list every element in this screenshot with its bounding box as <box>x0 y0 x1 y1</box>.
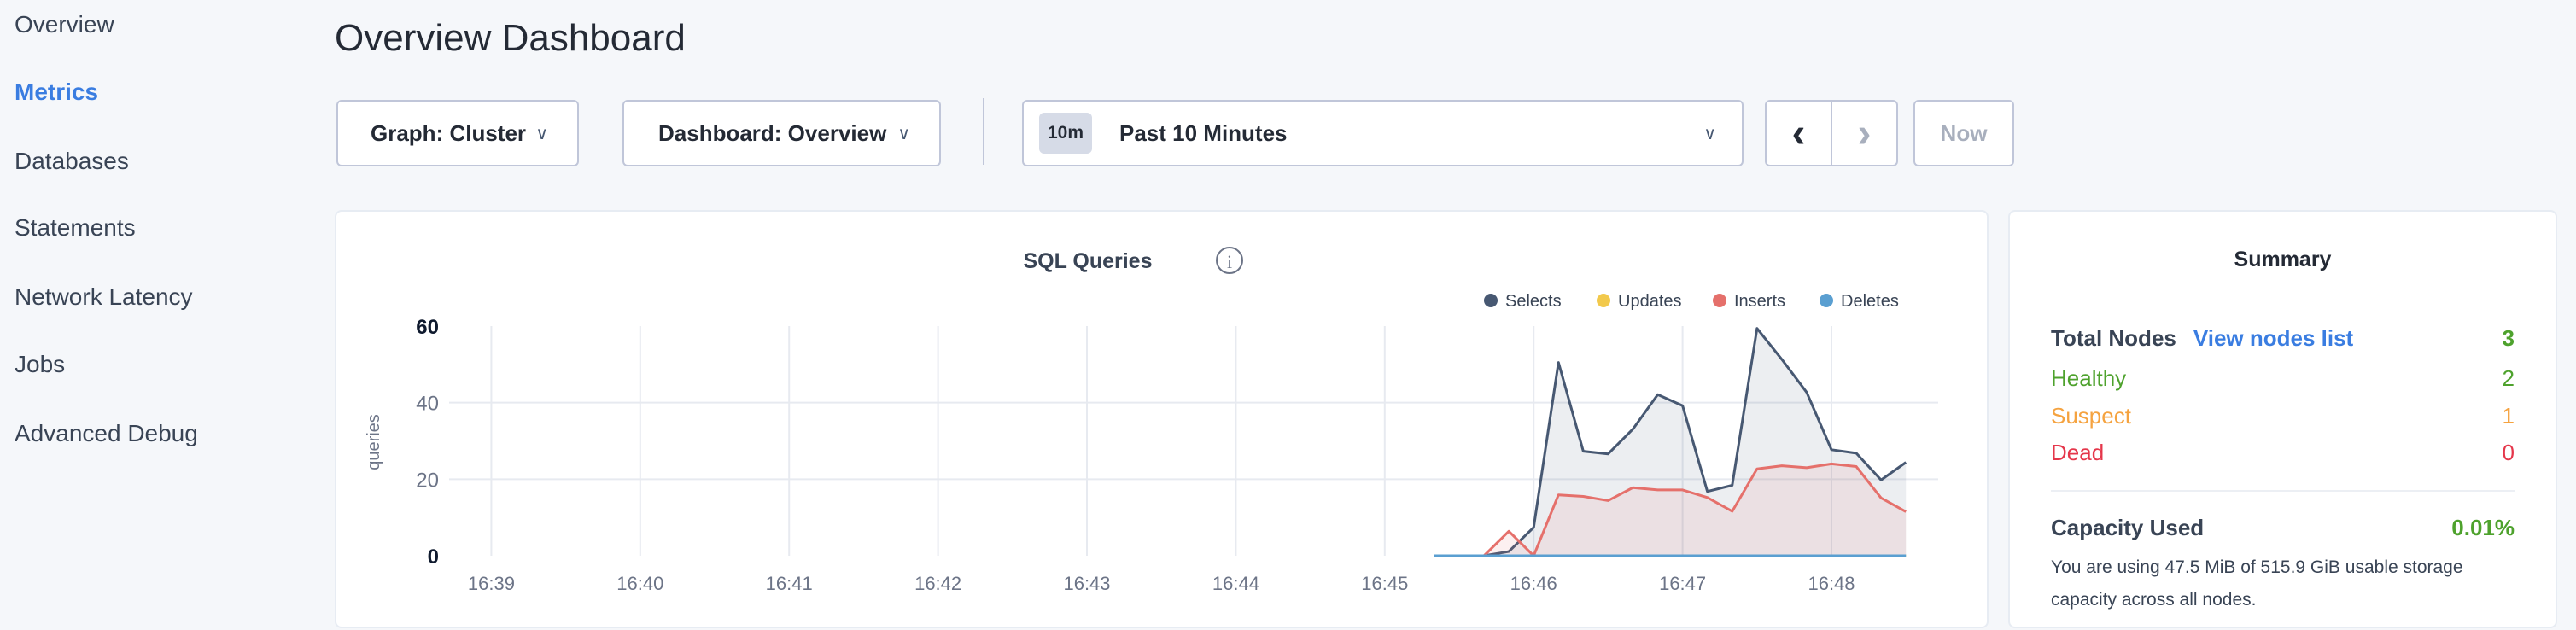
time-range-select[interactable]: 10m Past 10 Minutes ∨ <box>1022 100 1744 166</box>
x-tick-label: 16:45 <box>1361 573 1408 594</box>
suspect-row: Suspect 1 <box>2051 403 2515 429</box>
sidebar-item-advanced-debug[interactable]: Advanced Debug <box>15 420 198 446</box>
toolbar-divider <box>983 98 984 165</box>
legend-marker-inserts <box>1713 294 1726 307</box>
legend-label-deletes: Deletes <box>1841 292 1899 311</box>
total-nodes-value: 3 <box>2502 325 2515 351</box>
sidebar-item-network-latency[interactable]: Network Latency <box>15 283 193 310</box>
chart-title: SQL Queries <box>1024 249 1153 273</box>
sql-queries-chart: SQL Queries i queries 0 20 40 60 16:39 16:40 1… <box>365 247 1938 594</box>
sql-queries-panel: SQL Queries i queries 0 20 40 60 16:39 16:40 1… <box>335 210 1989 628</box>
dead-value: 0 <box>2502 440 2515 465</box>
x-tick-label: 16:47 <box>1659 573 1706 594</box>
legend-marker-selects <box>1484 294 1498 307</box>
graph-select-label: Graph: Cluster <box>371 120 527 146</box>
dead-row: Dead 0 <box>2051 440 2515 466</box>
capacity-value: 0.01% <box>2451 515 2515 540</box>
capacity-description: You are using 47.5 MiB of 515.9 GiB usab… <box>2051 557 2463 610</box>
y-tick-label: 60 <box>416 316 439 339</box>
dead-label: Dead <box>2051 440 2105 465</box>
page-title: Overview Dashboard <box>335 17 686 59</box>
chevron-down-icon: ∨ <box>897 124 910 143</box>
sidebar-item-databases[interactable]: Databases <box>15 148 129 174</box>
suspect-value: 1 <box>2502 403 2515 429</box>
series-line-selects <box>1434 327 1907 557</box>
summary-panel: Summary Total Nodes View nodes list 3 He… <box>2008 210 2557 628</box>
y-tick-label: 0 <box>428 545 439 569</box>
x-tick-label: 16:42 <box>914 573 961 594</box>
series-area-selects <box>1434 328 1907 556</box>
total-nodes-row: Total Nodes View nodes list 3 <box>2051 325 2515 352</box>
time-nav-group: ‹ › <box>1765 100 1898 166</box>
x-tick-label: 16:48 <box>1808 573 1855 594</box>
summary-divider <box>2051 490 2515 492</box>
time-range-label: Past 10 Minutes <box>1119 120 1288 146</box>
view-nodes-link[interactable]: View nodes list <box>2193 325 2354 351</box>
series-line-inserts <box>1434 462 1907 557</box>
time-badge: 10m <box>1039 113 1092 154</box>
healthy-label: Healthy <box>2051 365 2127 391</box>
graph-select[interactable]: Graph: Cluster ∨ <box>336 100 579 166</box>
summary-title: Summary <box>2234 248 2332 271</box>
x-tick-label: 16:40 <box>616 573 663 594</box>
capacity-row: Capacity Used 0.01% <box>2051 515 2515 541</box>
chevron-down-icon: ∨ <box>535 124 548 143</box>
x-tick-label: 16:46 <box>1510 573 1557 594</box>
sidebar-item-statements[interactable]: Statements <box>15 214 136 241</box>
dashboard-select-label: Dashboard: Overview <box>658 120 887 146</box>
next-button[interactable]: › <box>1857 110 1872 156</box>
legend-label-inserts: Inserts <box>1734 292 1785 311</box>
legend-label-updates: Updates <box>1618 292 1682 311</box>
y-tick-label: 20 <box>416 469 439 492</box>
now-button[interactable]: Now <box>1913 100 2014 166</box>
legend-label-selects: Selects <box>1505 292 1562 311</box>
series-area-inserts <box>1434 464 1907 556</box>
x-tick-label: 16:39 <box>468 573 515 594</box>
total-nodes-label: Total Nodes <box>2051 325 2176 351</box>
x-tick-label: 16:41 <box>766 573 813 594</box>
chevron-down-icon: ∨ <box>1703 124 1716 143</box>
prev-button[interactable]: ‹ <box>1767 102 1832 165</box>
y-tick-label: 40 <box>416 393 439 416</box>
healthy-row: Healthy 2 <box>2051 365 2515 392</box>
y-axis-label: queries <box>365 414 383 470</box>
sidebar-item-jobs[interactable]: Jobs <box>15 351 66 377</box>
dashboard-select[interactable]: Dashboard: Overview ∨ <box>622 100 941 166</box>
sidebar-item-metrics[interactable]: Metrics <box>15 79 99 105</box>
capacity-label: Capacity Used <box>2051 515 2205 540</box>
info-circle-icon[interactable]: i <box>1216 247 1243 274</box>
sidebar-item-overview[interactable]: Overview <box>15 11 114 38</box>
x-tick-label: 16:43 <box>1063 573 1110 594</box>
suspect-label: Suspect <box>2051 403 2131 429</box>
healthy-value: 2 <box>2502 365 2515 391</box>
legend-marker-updates <box>1597 294 1610 307</box>
legend-marker-deletes <box>1820 294 1833 307</box>
svg-text:i: i <box>1227 251 1232 272</box>
x-tick-label: 16:44 <box>1212 573 1259 594</box>
